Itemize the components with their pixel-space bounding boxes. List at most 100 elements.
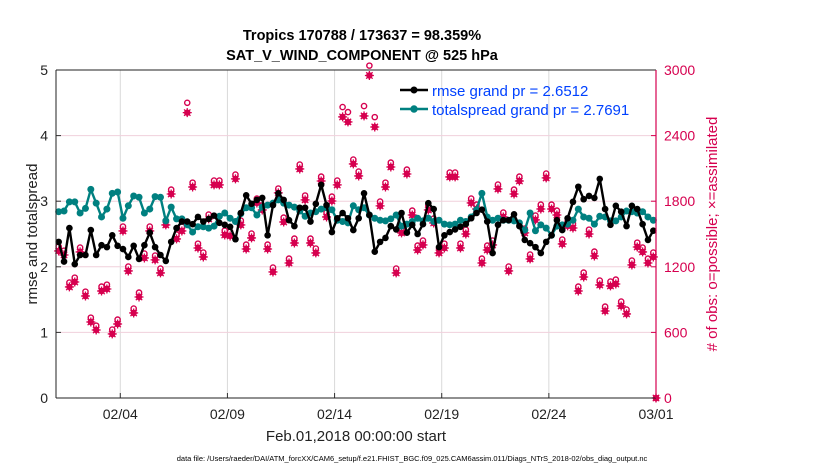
rmse-point — [617, 208, 625, 215]
obs-assimilated-asterisk — [354, 171, 364, 181]
rmse-point — [510, 211, 518, 218]
rmse-point — [478, 206, 486, 214]
obs-assimilated-asterisk — [118, 226, 128, 236]
totalspread-point — [596, 212, 604, 220]
totalspread-point — [205, 224, 213, 232]
obs-assimilated-asterisk — [263, 244, 273, 254]
totalspread-point — [253, 211, 261, 219]
rmse-point — [537, 249, 545, 257]
rmse-point — [532, 243, 539, 251]
obs-assimilated-point — [600, 306, 610, 316]
obs-assimilated-point — [113, 319, 123, 329]
obs-assimilated-point — [482, 245, 492, 255]
rmse-point — [575, 183, 582, 191]
obs-assimilated-point — [547, 204, 557, 214]
rmse-point — [232, 235, 239, 243]
rmse-point — [253, 196, 261, 204]
obs-possible-point — [371, 113, 379, 121]
totalspread-point — [569, 216, 577, 224]
obs-assimilated-point — [241, 244, 251, 254]
totalspread-point — [526, 209, 534, 217]
rmse-point — [76, 251, 84, 259]
obs-assimilated-point — [370, 122, 380, 132]
y-tick-label-left: 5 — [40, 62, 48, 78]
obs-assimilated-asterisk — [493, 184, 503, 194]
obs-assimilated-point — [343, 117, 353, 127]
x-tick-label: 02/19 — [424, 406, 459, 422]
obs-assimilated-point — [455, 243, 465, 253]
obs-assimilated-point — [466, 198, 476, 208]
rmse-point — [264, 232, 271, 239]
obs-assimilated-point — [579, 272, 589, 282]
totalspread-point — [290, 203, 298, 211]
obs-possible-point — [183, 99, 191, 107]
obs-assimilated-point — [263, 244, 273, 254]
obs-assimilated-point — [64, 282, 74, 292]
obs-assimilated-point — [150, 255, 160, 265]
obs-assimilated-point — [493, 184, 503, 194]
obs-assimilated-asterisk — [80, 291, 90, 301]
obs-assimilated-point — [439, 243, 449, 253]
rmse-point — [644, 236, 652, 244]
obs-assimilated-asterisk — [530, 215, 540, 225]
y-tick-label-left: 1 — [40, 324, 48, 340]
rmse-point — [526, 239, 534, 247]
rmse-point — [569, 198, 577, 206]
rmse-point — [291, 222, 298, 230]
y-tick-label-right: 600 — [664, 324, 688, 340]
obs-assimilated-asterisk — [316, 176, 326, 186]
totalspread-point — [317, 205, 325, 213]
obs-assimilated-point — [413, 245, 423, 255]
totalspread-point — [119, 214, 127, 222]
plot-marks — [54, 62, 661, 403]
obs-assimilated-asterisk — [455, 243, 465, 253]
x-axis-label: Feb.01,2018 00:00:00 start — [266, 428, 447, 445]
rmse-point — [328, 228, 336, 236]
obs-assimilated-asterisk — [547, 204, 557, 214]
obs-assimilated-asterisk — [488, 240, 498, 250]
totalspread-point — [494, 214, 502, 222]
obs-assimilated-point — [300, 195, 310, 205]
obs-assimilated-point — [589, 251, 599, 261]
y-tick-label-left: 3 — [40, 193, 48, 209]
totalspread-point — [424, 214, 432, 222]
obs-assimilated-asterisk — [509, 189, 519, 199]
rmse-point — [210, 212, 218, 219]
obs-assimilated-point — [139, 253, 149, 263]
obs-assimilated-asterisk — [322, 212, 332, 222]
totalspread-point — [114, 188, 122, 196]
obs-assimilated-asterisk — [466, 198, 476, 208]
obs-assimilated-point — [172, 234, 182, 244]
totalspread-point — [210, 222, 218, 230]
totalspread-point — [71, 198, 79, 206]
obs-assimilated-asterisk — [439, 243, 449, 253]
rmse-point — [639, 220, 646, 228]
obs-assimilated-point — [375, 201, 385, 211]
obs-assimilated-point — [118, 226, 128, 236]
totalspread-point — [349, 202, 357, 210]
obs-assimilated-asterisk — [380, 182, 390, 192]
obs-assimilated-asterisk — [348, 159, 358, 169]
obs-assimilated-point — [188, 182, 198, 192]
totalspread-point — [60, 207, 68, 215]
obs-assimilated-asterisk — [332, 180, 342, 190]
obs-assimilated-point — [386, 162, 396, 172]
rmse-point — [87, 226, 95, 234]
obs-assimilated-asterisk — [123, 266, 133, 276]
totalspread-point — [130, 192, 138, 200]
obs-assimilated-asterisk — [638, 247, 648, 257]
obs-assimilated-asterisk — [338, 112, 348, 122]
obs-assimilated-point — [450, 172, 460, 182]
rmse-point — [398, 209, 405, 217]
rmse-point — [473, 209, 480, 217]
rmse-point — [382, 234, 389, 242]
obs-assimilated-asterisk — [643, 258, 653, 268]
obs-assimilated-asterisk — [541, 173, 551, 183]
rmse-point — [580, 195, 587, 203]
totalspread-point — [531, 227, 539, 235]
obs-assimilated-point — [525, 254, 535, 264]
totalspread-point — [87, 185, 95, 193]
rmse-point — [258, 194, 266, 202]
obs-assimilated-asterisk — [579, 272, 589, 282]
obs-assimilated-point — [225, 231, 235, 241]
